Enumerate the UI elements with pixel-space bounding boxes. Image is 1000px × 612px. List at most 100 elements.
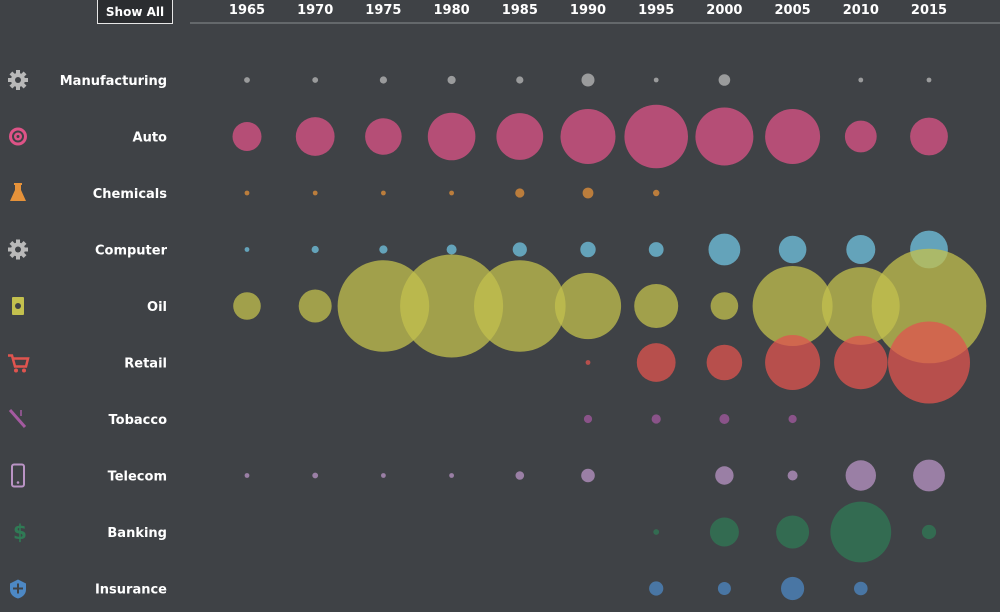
bubble-oil-1990[interactable] [554,272,622,340]
bubble-manufacturing-2015[interactable] [926,77,932,83]
bubble-computer-1985[interactable] [512,242,527,257]
bubble-computer-2000[interactable] [708,233,741,266]
bubble-auto-1980[interactable] [427,112,476,161]
bubble-insurance-2005[interactable] [781,576,805,601]
gear-icon[interactable] [8,239,28,260]
bubble-auto-2010[interactable] [844,120,877,153]
bubble-computer-1990[interactable] [580,241,596,258]
category-label-chemicals[interactable]: Chemicals [93,187,168,202]
cigarette-icon[interactable] [8,409,27,428]
bubble-oil-1965[interactable] [233,292,261,320]
bubble-manufacturing-1965[interactable] [244,77,250,83]
bubble-auto-1965[interactable] [232,122,262,151]
bubble-manufacturing-2000[interactable] [718,74,731,86]
category-label-telecom[interactable]: Telecom [108,470,167,485]
bubble-telecom-2015[interactable] [913,459,945,492]
bubble-telecom-1965[interactable] [244,473,250,478]
bubble-oil-1995[interactable] [634,284,679,328]
bubble-computer-2005[interactable] [778,235,807,264]
bubble-auto-1970[interactable] [295,117,335,156]
category-label-computer[interactable]: Computer [95,244,168,259]
bubble-telecom-2010[interactable] [845,460,876,491]
bubble-telecom-1970[interactable] [312,472,319,479]
phone-icon[interactable] [11,463,25,488]
bubble-tobacco-2005[interactable] [788,414,797,424]
gear-icon[interactable] [8,70,28,90]
year-label-1975: 1975 [365,3,401,18]
bubble-banking-2000[interactable] [709,517,739,547]
year-label-1995: 1995 [638,3,674,18]
bubble-oil-2005[interactable] [752,266,833,346]
bubble-manufacturing-1985[interactable] [516,76,524,84]
bubble-computer-1970[interactable] [311,245,319,254]
category-label-auto[interactable]: Auto [133,131,168,146]
bubble-chemicals-1990[interactable] [582,187,594,199]
bubble-retail-2010[interactable] [834,335,888,390]
show-all-button[interactable]: Show All [97,0,173,24]
bubble-auto-2005[interactable] [765,109,821,164]
bubble-computer-1975[interactable] [379,245,388,254]
bubble-computer-2010[interactable] [846,235,876,264]
bubble-telecom-2005[interactable] [787,470,798,481]
bubble-auto-1975[interactable] [365,118,402,155]
bubble-manufacturing-1970[interactable] [312,77,319,83]
bubble-oil-1980[interactable] [400,254,504,358]
bubble-auto-2000[interactable] [695,107,754,166]
bubble-banking-2010[interactable] [830,501,892,563]
bubble-manufacturing-1975[interactable] [379,76,387,84]
bubble-retail-2005[interactable] [765,335,821,390]
bubble-chemicals-1985[interactable] [515,188,525,198]
shield-plus-icon[interactable] [10,579,26,599]
bubble-retail-2000[interactable] [706,344,743,381]
bubble-retail-1995[interactable] [636,343,676,382]
bubble-computer-1965[interactable] [244,247,250,252]
flask-icon[interactable] [10,183,26,201]
bubble-retail-2015[interactable] [888,321,970,404]
bubble-manufacturing-1980[interactable] [447,75,456,85]
bubble-banking-2015[interactable] [921,524,937,540]
bubble-insurance-2010[interactable] [854,581,868,596]
bubble-chemicals-1965[interactable] [244,190,250,196]
wheel-icon[interactable] [9,127,27,146]
bubble-insurance-1995[interactable] [649,581,664,596]
bubble-oil-1985[interactable] [474,260,566,352]
dollar-icon[interactable]: $ [13,520,27,544]
bubble-retail-1990[interactable] [585,360,591,365]
oil-can-icon[interactable] [12,297,24,315]
bubble-manufacturing-2010[interactable] [858,77,864,83]
bubble-chemicals-1975[interactable] [381,190,386,196]
bubble-computer-1980[interactable] [446,244,457,255]
bubble-chemicals-1995[interactable] [653,189,660,197]
bubble-auto-2015[interactable] [910,117,948,156]
category-label-manufacturing[interactable]: Manufacturing [60,74,167,89]
bubble-telecom-1985[interactable] [515,471,525,480]
bubble-auto-1990[interactable] [560,109,616,164]
bubble-telecom-1990[interactable] [581,468,595,483]
category-label-oil[interactable]: Oil [147,300,167,315]
bubble-tobacco-2000[interactable] [719,414,730,424]
bubbles-layer [232,73,987,601]
bubble-manufacturing-1995[interactable] [653,77,659,83]
bubble-tobacco-1995[interactable] [651,414,661,424]
bubble-manufacturing-1990[interactable] [581,73,595,87]
bubble-banking-2005[interactable] [776,515,810,549]
bubble-chemicals-1980[interactable] [449,190,454,196]
bubble-insurance-2000[interactable] [717,582,731,595]
bubble-telecom-1975[interactable] [381,473,386,478]
bubble-oil-1970[interactable] [298,289,332,323]
category-label-insurance[interactable]: Insurance [95,583,167,598]
bubble-auto-1985[interactable] [496,113,544,160]
bubble-tobacco-1990[interactable] [583,414,593,424]
bubble-chemicals-1970[interactable] [312,190,318,196]
bubble-oil-2000[interactable] [710,292,739,320]
bubble-telecom-2000[interactable] [715,466,734,485]
category-label-banking[interactable]: Banking [107,526,167,541]
bubble-auto-1995[interactable] [624,104,688,169]
bubble-banking-1995[interactable] [653,529,660,535]
bubble-computer-1995[interactable] [648,242,664,257]
bubble-telecom-1980[interactable] [449,473,454,478]
cart-icon[interactable] [8,354,30,373]
category-label-tobacco[interactable]: Tobacco [109,413,168,428]
category-label-retail[interactable]: Retail [124,357,167,372]
